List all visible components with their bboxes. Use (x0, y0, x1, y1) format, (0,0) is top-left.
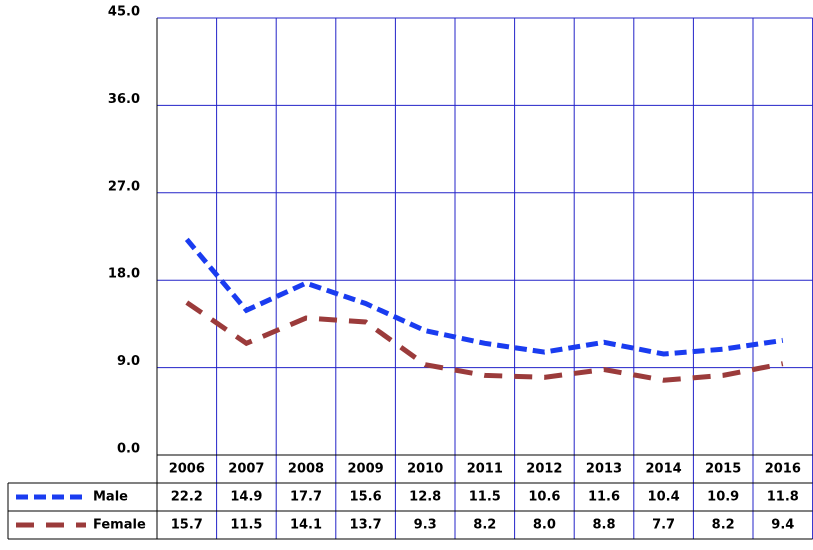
x-tick-label: 2014 (646, 462, 682, 477)
data-table-value: 9.3 (414, 518, 437, 533)
data-table-value: 8.0 (533, 518, 556, 533)
data-table-value: 11.5 (230, 518, 262, 533)
y-tick-label: 0.0 (117, 442, 140, 457)
x-tick-label: 2016 (765, 462, 801, 477)
data-table-value: 11.8 (767, 490, 799, 505)
x-tick-label: 2011 (467, 462, 503, 477)
data-table-value: 11.6 (588, 490, 620, 505)
x-tick-label: 2010 (407, 462, 443, 477)
data-table-value: 13.7 (350, 518, 382, 533)
data-table-value: 9.4 (771, 518, 794, 533)
data-table-value: 7.7 (652, 518, 675, 533)
y-tick-label: 9.0 (117, 354, 140, 369)
data-table-value: 11.5 (469, 490, 501, 505)
y-tick-label: 45.0 (108, 5, 140, 20)
y-tick-label: 18.0 (108, 267, 140, 282)
legend-label: Male (93, 490, 128, 505)
data-table-value: 8.2 (712, 518, 735, 533)
x-tick-label: 2009 (348, 462, 384, 477)
data-table-value: 10.6 (528, 490, 560, 505)
data-table-value: 15.6 (350, 490, 382, 505)
x-tick-label: 2015 (705, 462, 741, 477)
x-tick-label: 2006 (169, 462, 205, 477)
data-table-value: 10.4 (648, 490, 680, 505)
data-table-value: 22.2 (171, 490, 203, 505)
data-table-value: 14.9 (230, 490, 262, 505)
legend-label: Female (93, 518, 146, 533)
y-tick-label: 36.0 (108, 92, 140, 107)
data-table-value: 8.2 (473, 518, 496, 533)
series-line (185, 300, 784, 383)
data-table-value: 12.8 (409, 490, 441, 505)
x-tick-label: 2007 (228, 462, 264, 477)
data-table-value: 10.9 (707, 490, 739, 505)
x-tick-label: 2013 (586, 462, 622, 477)
data-table-value: 14.1 (290, 518, 322, 533)
data-table-value: 17.7 (290, 490, 322, 505)
x-tick-label: 2008 (288, 462, 324, 477)
data-table-value: 8.8 (592, 518, 615, 533)
y-tick-label: 27.0 (108, 179, 140, 194)
x-tick-label: 2012 (526, 462, 562, 477)
data-table-value: 15.7 (171, 518, 203, 533)
series-line (184, 237, 784, 357)
